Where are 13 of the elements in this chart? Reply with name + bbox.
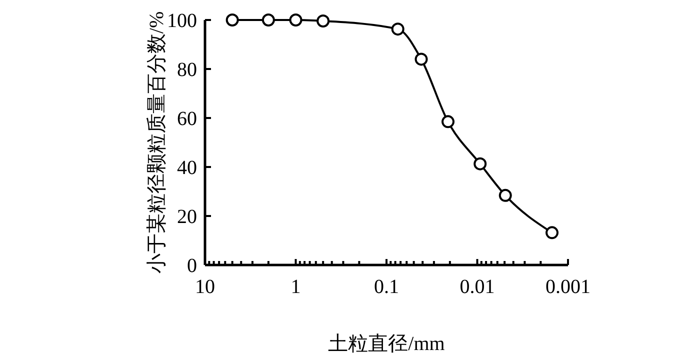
y-tick-label: 100 <box>167 10 197 32</box>
y-axis-title: 小于某粒径颗粒质量百分数/% <box>146 11 168 274</box>
y-tick-label: 80 <box>177 59 197 81</box>
y-tick-label: 20 <box>177 206 197 228</box>
x-tick-label: 1 <box>290 276 301 298</box>
y-tick-label: 60 <box>177 108 197 130</box>
x-tick-label: 0.001 <box>546 276 590 298</box>
x-axis-title: 土粒直径/mm <box>328 333 446 355</box>
x-tick-label: 0.01 <box>460 276 495 298</box>
x-tick-label: 10 <box>195 276 215 298</box>
y-tick-label: 0 <box>187 255 197 277</box>
y-tick-label: 40 <box>177 157 197 179</box>
x-tick-label: 0.1 <box>374 276 399 298</box>
